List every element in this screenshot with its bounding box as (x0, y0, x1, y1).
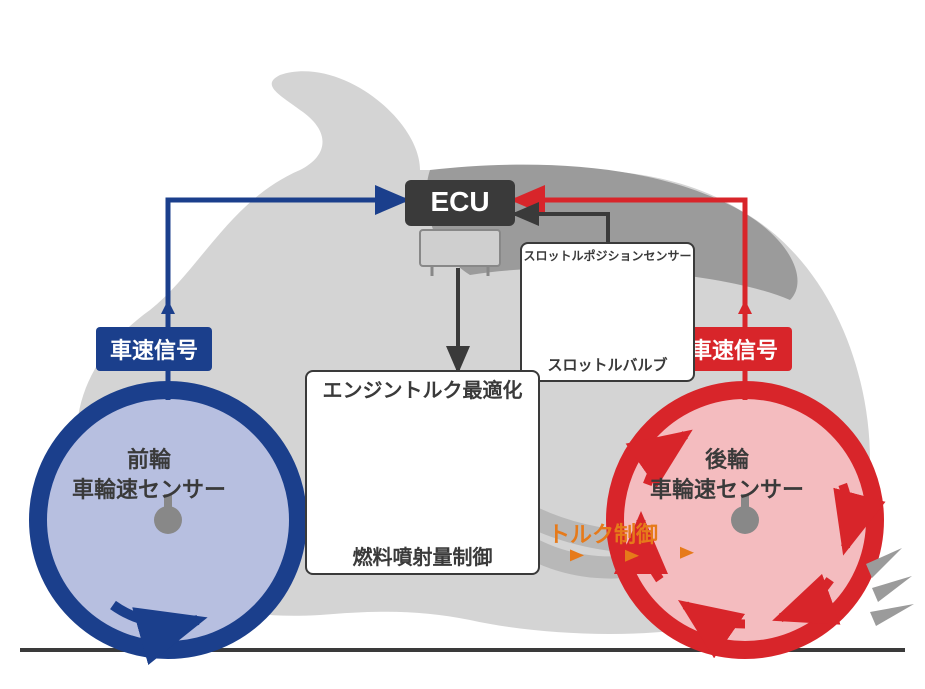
front-wheel-sensor-label: 前輪 車輪速センサー (72, 445, 226, 504)
throttle-valve-label: スロットルバルブ (520, 356, 695, 376)
ecu-box: ECU (405, 180, 515, 226)
skid-mark (870, 604, 914, 626)
fuel-injection-label: 燃料噴射量制御 (305, 545, 540, 572)
engine-torque-title: エンジントルク最適化 (305, 378, 540, 405)
ecu-unit-icon (420, 230, 500, 266)
torque-control-label: トルク制御 (548, 520, 658, 550)
throttle-position-sensor-label: スロットルポジションセンサー (522, 248, 693, 264)
ecu-label: ECU (430, 186, 489, 217)
skid-mark (872, 576, 912, 602)
front-speed-signal-pill: 車速信号 (96, 327, 212, 371)
rear-wheel-sensor-label: 後輪 車輪速センサー (650, 445, 804, 504)
